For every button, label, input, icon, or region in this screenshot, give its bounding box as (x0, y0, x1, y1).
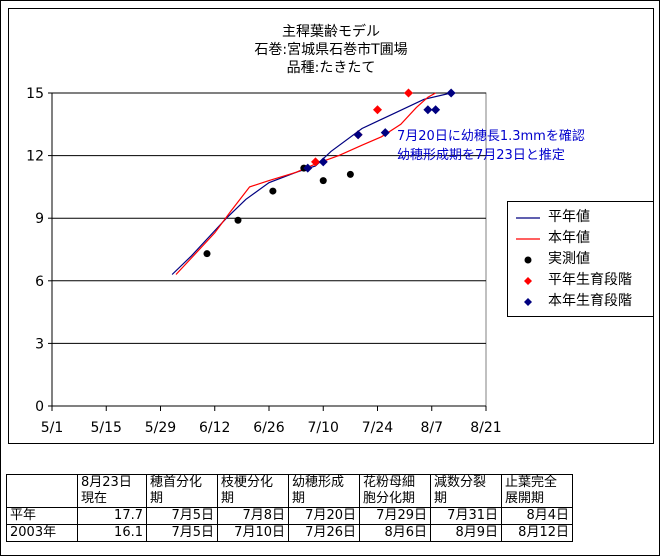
data-point-circle (346, 170, 354, 178)
table-cell: 8月4日 (501, 507, 573, 525)
legend-item-honnen-line: 本年値 (514, 229, 650, 248)
header-label: 穂首分化 期 (150, 475, 203, 506)
table-header-cell: 穂首分化 期 (146, 474, 218, 508)
chart-svg: 15 12 9 6 3 0 5/1 5/15 5/29 6/12 6/26 7/10 7/24 8/7 8/… (26, 86, 502, 436)
annotation-line-2: 幼穂形成期を7月23日と推定 (397, 148, 565, 163)
header-label: 8月23日 現在 (81, 475, 132, 506)
x-tick-label: 8/21 (470, 420, 501, 436)
table-cell: 7月8日 (217, 507, 289, 525)
x-tick-label: 6/26 (253, 420, 285, 436)
table-cell: 平年 (6, 507, 78, 525)
x-tick-label: 7/10 (308, 420, 339, 436)
legend-item-measured: 実測値 (514, 250, 650, 269)
x-tick-label: 5/29 (145, 420, 176, 436)
table-header-cell: 枝梗分化 期 (217, 474, 289, 508)
x-tick-label: 6/12 (199, 420, 230, 436)
y-tick-label: 12 (26, 149, 44, 165)
table-cell: 7月26日 (288, 524, 360, 542)
table-cell: 16.1 (77, 524, 147, 542)
data-point-diamond (380, 128, 390, 138)
y-tick-label: 3 (35, 336, 44, 352)
legend-label: 本年値 (548, 230, 590, 246)
growth-stage-table: 8月23日 現在 穂首分化 期 枝梗分化 期 幼穂形成 期 花粉母細 胞分化期 … (6, 474, 573, 542)
table-cell: 7月5日 (146, 524, 218, 542)
data-point-diamond (353, 130, 363, 140)
x-tick-label: 5/15 (91, 420, 122, 436)
x-tick-label: 8/7 (420, 420, 443, 436)
legend-label: 実測値 (548, 251, 590, 267)
data-point-diamond (431, 105, 441, 115)
legend-diamond-symbol (524, 277, 532, 285)
table-header-cell: 8月23日 現在 (77, 474, 147, 508)
data-point-circle (234, 216, 242, 224)
legend-circle-symbol (524, 256, 532, 264)
legend-diamond-symbol (524, 298, 532, 306)
annotation-text: 7月20日に幼穂長1.3mmを確認 幼穂形成期を7月23日と推定 (397, 127, 585, 165)
table-header-cell: 止葉完全 展開期 (501, 474, 573, 508)
legend-line-symbol (516, 238, 540, 240)
y-tick-label: 9 (35, 211, 44, 227)
data-point-diamond (311, 157, 320, 167)
table-cell: 7月20日 (288, 507, 360, 525)
data-point-circle (319, 177, 327, 185)
y-tick-label: 6 (35, 274, 44, 290)
y-tick-label: 15 (26, 86, 44, 102)
x-tick-label: 7/24 (362, 420, 394, 436)
header-label: 幼穂形成 期 (292, 475, 345, 506)
table-cell: 8月12日 (501, 524, 573, 542)
chart-title-line-2: 石巻:宮城県石巻市T圃場 (254, 42, 408, 58)
annotation-line-1: 7月20日に幼穂長1.3mmを確認 (397, 129, 585, 144)
chart-title-line-3: 品種:たきたて (286, 60, 376, 76)
table-cell: 7月31日 (430, 507, 502, 525)
table-header-cell (6, 474, 78, 508)
table-cell: 8月9日 (430, 524, 502, 542)
plot-area (51, 92, 487, 407)
table-cell: 7月29日 (359, 507, 431, 525)
legend-item-heinen-line: 平年値 (514, 208, 650, 227)
data-point-diamond (446, 88, 456, 98)
chart-title-line-1: 主稈葉齢モデル (282, 24, 380, 40)
legend-item-honnen-stage: 本年生育段階 (514, 292, 650, 311)
table-cell: 17.7 (77, 507, 147, 525)
data-point-diamond (303, 163, 313, 173)
table-row: 平年 17.7 7月5日 7月8日 7月20日 7月29日 7月31日 8月4日 (6, 507, 573, 525)
header-label: 止葉完全 展開期 (505, 475, 558, 506)
legend-label: 平年値 (548, 209, 590, 225)
legend-item-heinen-stage: 平年生育段階 (514, 271, 650, 290)
table-header-cell: 減数分裂 期 (430, 474, 502, 508)
data-point-circle (203, 250, 211, 258)
legend: 平年値 本年値 実測値 平年生育段階 本年生育段階 (507, 201, 654, 317)
table-cell: 8月6日 (359, 524, 431, 542)
y-tick-label: 0 (35, 399, 44, 415)
table-header-row: 8月23日 現在 穂首分化 期 枝梗分化 期 幼穂形成 期 花粉母細 胞分化期 … (6, 474, 573, 508)
chart-area: 主稈葉齢モデル 石巻:宮城県石巻市T圃場 品種:たきたて 15 12 9 6 3 0 5/1… (8, 8, 654, 444)
x-tick-label: 5/1 (41, 420, 64, 436)
data-point-diamond (404, 88, 413, 98)
table-cell: 2003年 (6, 524, 78, 542)
table-header-cell: 幼穂形成 期 (288, 474, 360, 508)
data-point-circle (269, 187, 277, 195)
legend-label: 本年生育段階 (548, 293, 632, 309)
legend-line-symbol (516, 217, 540, 219)
table-cell: 7月5日 (146, 507, 218, 525)
data-point-diamond (423, 105, 433, 115)
data-point-diamond (318, 157, 328, 167)
data-point-diamond (373, 105, 382, 115)
table-row: 2003年 16.1 7月5日 7月10日 7月26日 8月6日 8月9日 8月… (6, 524, 573, 542)
header-label: 花粉母細 胞分化期 (363, 475, 416, 506)
table-cell: 7月10日 (217, 524, 289, 542)
header-label: 減数分裂 期 (434, 475, 487, 506)
table-header-cell: 花粉母細 胞分化期 (359, 474, 431, 508)
header-label: 枝梗分化 期 (221, 475, 274, 506)
legend-label: 平年生育段階 (548, 272, 632, 288)
